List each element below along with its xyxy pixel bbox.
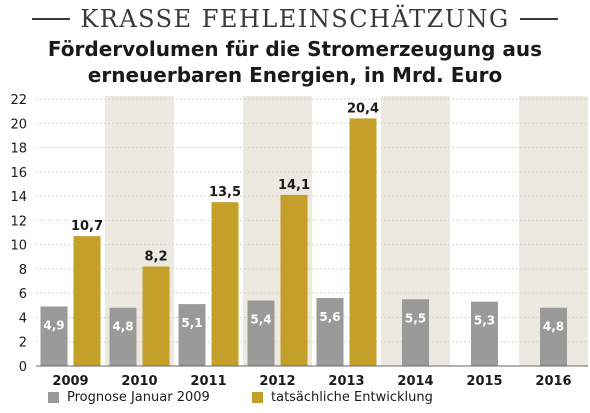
y-tick-label-10: 10	[10, 239, 27, 254]
x-tick-label-2014: 2014	[397, 374, 433, 389]
y-tick-label-14: 14	[10, 190, 27, 205]
bar-tatsaechlich-2009	[73, 236, 101, 366]
bar-prognose-2016	[540, 307, 567, 366]
x-tick-label-2013: 2013	[328, 374, 364, 389]
y-tick-label-16: 16	[10, 166, 27, 181]
bar-tatsaechlich-2013	[349, 118, 377, 366]
legend-swatch-prognose	[48, 392, 59, 403]
data-label-tatsaechlich-2012: 14,1	[278, 178, 310, 193]
data-label-prognose-2013: 5,6	[319, 310, 340, 324]
data-label-tatsaechlich-2009: 10,7	[71, 219, 103, 234]
x-tick-label-2010: 2010	[121, 374, 157, 389]
y-tick-label-12: 12	[10, 214, 27, 229]
bar-chart: 0 2 4 6 8 10 12 14 16 18 20 22 4,9 10,7 2009 4,8 8,2 2010…	[10, 93, 588, 389]
legend-label-tatsaechlich: tatsächliche Entwicklung	[271, 390, 433, 405]
kicker-dash-right	[519, 18, 558, 20]
y-tick-label-18: 18	[10, 142, 27, 157]
legend-label-prognose: Prognose Januar 2009	[67, 390, 210, 405]
data-label-prognose-2010: 4,8	[112, 320, 133, 334]
data-label-prognose-2009: 4,9	[43, 319, 64, 333]
bar-tatsaechlich-2012	[280, 194, 308, 366]
kicker: KRASSE FEHLEINSCHÄTZUNG	[0, 4, 590, 34]
data-label-prognose-2011: 5,1	[181, 316, 202, 330]
legend-item-tatsaechlich: tatsächliche Entwicklung	[252, 390, 433, 405]
x-tick-label-2016: 2016	[535, 374, 571, 389]
y-tick-label-4: 4	[19, 311, 27, 326]
bar-prognose-2012	[247, 300, 275, 366]
data-label-tatsaechlich-2010: 8,2	[144, 249, 167, 264]
x-tick-label-2012: 2012	[259, 374, 295, 389]
chart-title-line2: erneuerbaren Energien, in Mrd. Euro	[87, 63, 503, 87]
bar-prognose-2014	[402, 299, 429, 366]
kicker-text: KRASSE FEHLEINSCHÄTZUNG	[80, 5, 510, 33]
y-tick-label-8: 8	[19, 263, 27, 278]
x-tick-label-2009: 2009	[52, 374, 88, 389]
data-label-tatsaechlich-2011: 13,5	[209, 185, 241, 200]
x-tick-label-2015: 2015	[466, 374, 502, 389]
data-label-prognose-2014: 5,5	[405, 311, 426, 325]
y-tick-label-6: 6	[19, 287, 27, 302]
data-label-prognose-2012: 5,4	[250, 312, 271, 326]
data-label-prognose-2015: 5,3	[474, 314, 495, 328]
legend-item-prognose: Prognose Januar 2009	[48, 390, 210, 405]
chart-title-line1: Fördervolumen für die Stromerzeugung aus	[47, 37, 543, 61]
y-tick-label-22: 22	[10, 93, 27, 108]
bar-prognose-2009	[40, 306, 68, 366]
kicker-dash-left	[32, 18, 71, 20]
y-tick-label-2: 2	[19, 336, 27, 351]
bar-tatsaechlich-2010	[142, 266, 170, 366]
data-label-prognose-2016: 4,8	[543, 320, 564, 334]
data-label-tatsaechlich-2013: 20,4	[347, 101, 379, 116]
legend-swatch-tatsaechlich	[252, 392, 263, 403]
x-tick-label-2011: 2011	[190, 374, 226, 389]
bar-prognose-2015	[471, 301, 498, 366]
y-tick-label-0: 0	[19, 360, 27, 375]
bar-prognose-2011	[178, 304, 206, 366]
bar-prognose-2013	[316, 298, 344, 366]
y-tick-label-20: 20	[10, 117, 27, 132]
bar-prognose-2010	[109, 307, 137, 366]
bar-tatsaechlich-2011	[211, 202, 239, 366]
legend: Prognose Januar 2009 tatsächliche Entwic…	[0, 390, 590, 410]
